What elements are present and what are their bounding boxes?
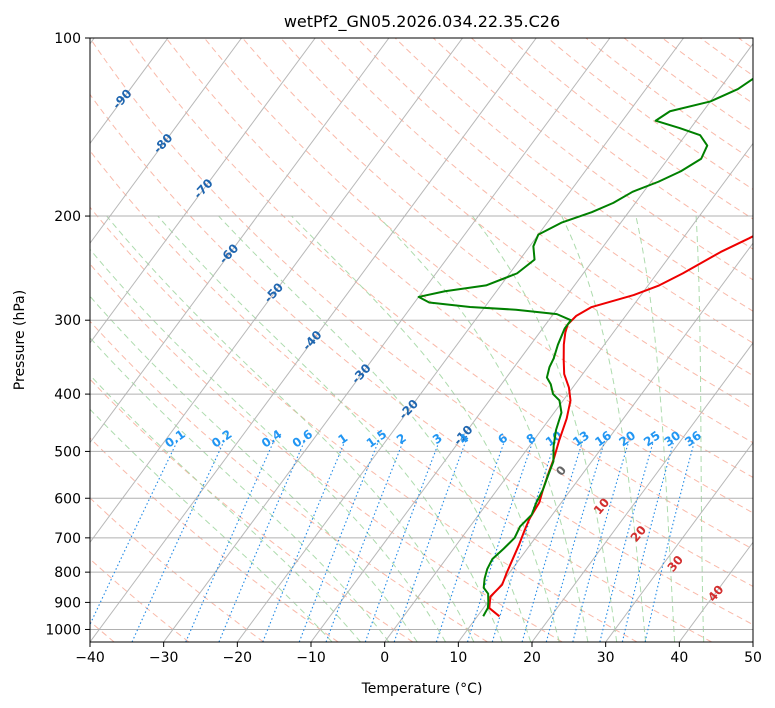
- y-tick-label: 700: [54, 531, 81, 547]
- isotherm: [384, 142, 753, 642]
- mixing-ratio-line: [491, 440, 557, 642]
- dry-adiabat: [242, 38, 753, 444]
- moist-adiabat: [106, 215, 475, 642]
- chart-title: wetPf2_GN05.2026.034.22.35.C26: [284, 12, 560, 32]
- isotherm: [310, 42, 753, 642]
- mixing-ratio-line: [545, 440, 606, 642]
- mixing-ratio-line: [218, 440, 306, 642]
- moist-adiabat: [90, 408, 333, 642]
- dry-adiabat: [90, 38, 753, 587]
- moist-adiabat: [291, 215, 560, 642]
- isotherm: [90, 38, 390, 444]
- dry-adiabat: [90, 263, 563, 642]
- dry-adiabat: [127, 38, 753, 550]
- dry-adiabat: [318, 38, 753, 377]
- isotherm: [605, 441, 753, 642]
- isotherm: [90, 38, 242, 244]
- x-tick-label: 10: [449, 650, 467, 666]
- dry-adiabat: [90, 206, 638, 642]
- isotherm: [531, 342, 753, 642]
- x-tick-label: −10: [296, 650, 326, 666]
- x-tick-label: 40: [670, 650, 688, 666]
- mixing-ratio-line: [466, 440, 534, 642]
- dry-adiabat: [203, 38, 753, 478]
- isotherm: [457, 242, 753, 642]
- isotherm: [90, 38, 537, 642]
- dry-adiabat: [90, 497, 264, 642]
- moist-adiabat: [90, 248, 446, 642]
- y-tick-label: 600: [54, 491, 81, 507]
- dry-adiabat: [394, 38, 753, 312]
- x-tick-label: −40: [75, 650, 105, 666]
- y-tick-label: 100: [54, 31, 81, 47]
- moist-adiabat: [90, 337, 390, 642]
- x-tick-label: 50: [744, 650, 762, 666]
- moist-adiabat: [90, 295, 418, 642]
- y-tick-label: 300: [54, 313, 81, 329]
- profile-line: [488, 235, 753, 618]
- mixing-ratio-line: [131, 440, 225, 642]
- dry-adiabat: [547, 38, 753, 190]
- mixing-ratio-line: [90, 440, 178, 626]
- profiles: [417, 77, 753, 618]
- moist-adiabat: [471, 215, 618, 642]
- moist-adiabat: [561, 215, 647, 642]
- mixing-ratio-line: [644, 440, 696, 642]
- y-tick-label: 900: [54, 595, 81, 611]
- mixing-ratio-line: [572, 440, 630, 642]
- mixing-ratio-line: [185, 440, 275, 642]
- mixing-ratio-line: [599, 440, 654, 642]
- x-axis-label: Temperature (°C): [361, 681, 483, 697]
- x-tick-label: 0: [380, 650, 389, 666]
- isotherm: [236, 38, 684, 642]
- isotherm: [163, 38, 611, 642]
- mixing-ratio-line: [298, 440, 380, 642]
- dry-adiabat: [90, 378, 414, 642]
- dry-adiabat: [165, 38, 753, 514]
- mixing-ratio-line: [262, 440, 346, 642]
- x-tick-label: −20: [223, 650, 253, 666]
- axes: −40 −30 −20 −10 0 10 20 30 40 50 100 200 300 400 500 60…: [45, 31, 762, 666]
- isotherm: [90, 38, 169, 145]
- mixing-ratio-line: [435, 440, 506, 642]
- y-axis-label: Pressure (hPa): [12, 290, 28, 390]
- x-tick-label: −30: [149, 650, 179, 666]
- y-tick-label: 800: [54, 565, 81, 581]
- isotherm: [90, 38, 463, 544]
- x-tick-label: 20: [523, 650, 541, 666]
- x-tick-label: 30: [597, 650, 615, 666]
- moist-adiabat: [635, 215, 676, 642]
- y-tick-label: 500: [54, 444, 81, 460]
- dry-adiabat: [90, 150, 712, 642]
- y-tick-label: 1000: [45, 622, 81, 638]
- profile-line: [417, 77, 753, 617]
- background-lines: [90, 38, 753, 642]
- mixing-ratio-line: [621, 440, 675, 642]
- moist-adiabat: [695, 216, 705, 642]
- dry-adiabat: [356, 38, 753, 344]
- y-tick-label: 400: [54, 387, 81, 403]
- mixing-ratio-line: [521, 440, 584, 642]
- plot-frame: [89, 37, 754, 643]
- dry-adiabat: [90, 320, 488, 642]
- y-tick-label: 200: [54, 209, 81, 225]
- moist-adiabat: [218, 215, 532, 642]
- isotherm: [90, 38, 316, 344]
- dry-adiabat: [585, 38, 753, 161]
